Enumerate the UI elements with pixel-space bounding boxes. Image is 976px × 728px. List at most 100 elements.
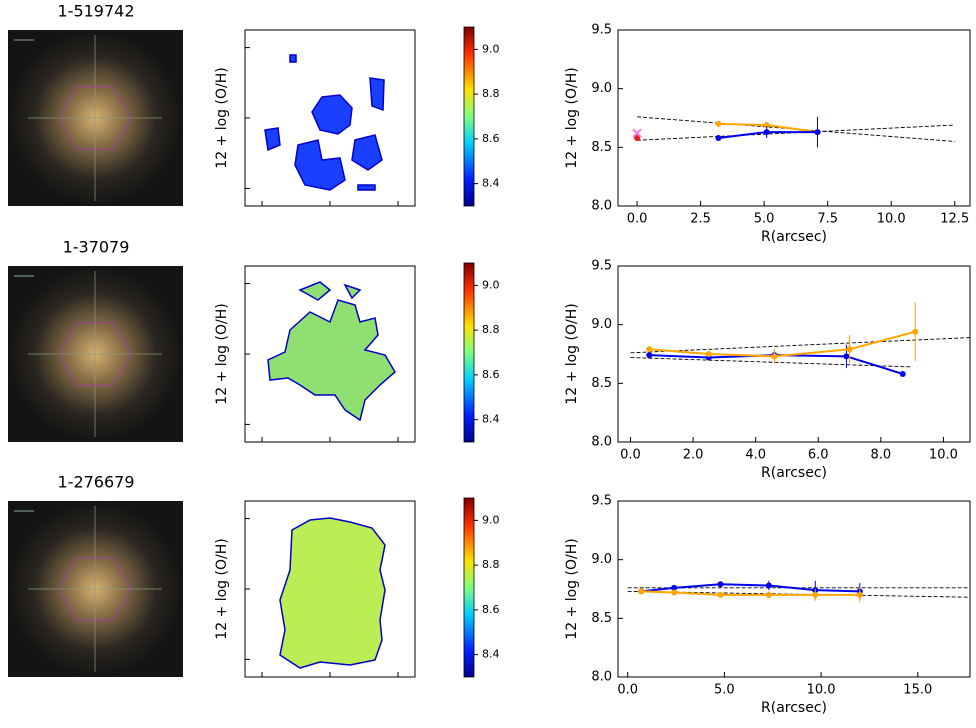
y-tick-label: 9.0 [591, 317, 612, 332]
colorbar-tick-label: 8.6 [482, 368, 500, 381]
colorbar-tick-label: 8.8 [482, 87, 500, 100]
ifu-hexagon [58, 86, 132, 150]
map-region [289, 54, 297, 63]
y-axis-label: 12 + log (O/H) [564, 538, 580, 639]
x-axis-label: R(arcsec) [761, 700, 827, 716]
x-tick-label: 0.0 [627, 212, 648, 227]
fit-line [630, 357, 913, 368]
y-tick-label: 8.0 [591, 670, 612, 685]
point-marker [814, 129, 821, 136]
y-tick-label: 8.0 [591, 199, 612, 214]
point-marker [717, 591, 724, 598]
point-marker [856, 591, 863, 598]
x-tick-label: 4.0 [745, 448, 766, 463]
point-marker [646, 346, 653, 353]
x-tick-label: 10.0 [877, 212, 906, 227]
x-tick-label: 0.0 [617, 683, 638, 698]
x-tick-label: 0.0 [620, 448, 641, 463]
map-region [351, 134, 383, 171]
point-marker [715, 120, 722, 127]
colorbar [463, 26, 475, 207]
point-marker [899, 370, 906, 377]
x-tick-label: 6.0 [808, 448, 829, 463]
point-marker [812, 591, 819, 598]
galaxy-id: 1-276679 [57, 473, 134, 492]
profile-line [641, 583, 860, 593]
colorbar-tick-label: 8.4 [482, 648, 500, 661]
map-region [279, 517, 386, 669]
ifu-hexagon [58, 557, 132, 621]
point-marker [763, 129, 770, 136]
plot-frame [617, 29, 971, 207]
map-region [298, 281, 332, 301]
x-axis-label: R(arcsec) [761, 229, 827, 245]
colorbar-tick-label: 8.8 [482, 323, 500, 336]
point-marker [638, 588, 645, 595]
map-ylabel: 12 + log (O/H) [214, 67, 230, 168]
x-tick-label: 8.0 [870, 448, 891, 463]
point-marker [765, 582, 772, 589]
colorbar-tick-label: 8.4 [482, 177, 500, 190]
y-tick-label: 9.5 [591, 259, 612, 274]
y-tick-label: 9.0 [591, 81, 612, 96]
point-marker [771, 353, 778, 360]
colorbar [463, 262, 475, 443]
point-marker [715, 134, 722, 141]
point-marker [912, 328, 919, 335]
y-axis-label: 12 + log (O/H) [564, 67, 580, 168]
map-region [357, 184, 376, 191]
y-tick-label: 9.5 [591, 23, 612, 38]
map-region [264, 127, 281, 152]
y-tick-label: 8.5 [591, 376, 612, 391]
x-tick-label: 7.5 [817, 212, 838, 227]
colorbar [463, 497, 475, 678]
point-marker [763, 122, 770, 129]
x-tick-label: 5.0 [714, 683, 735, 698]
profile-line [649, 330, 916, 358]
x-tick-label: 15.0 [903, 683, 932, 698]
colorbar-tick-label: 8.6 [482, 132, 500, 145]
y-tick-label: 8.5 [591, 611, 612, 626]
map-ylabel: 12 + log (O/H) [214, 303, 230, 404]
point-marker [671, 584, 678, 591]
map-region [369, 77, 385, 112]
map-region [294, 139, 346, 191]
map-ylabel: 12 + log (O/H) [214, 538, 230, 639]
point-marker [634, 134, 641, 141]
point-marker [646, 352, 653, 359]
map-region [343, 283, 362, 300]
colorbar-tick-label: 9.0 [482, 278, 500, 291]
y-tick-label: 8.5 [591, 140, 612, 155]
x-tick-label: 2.0 [683, 448, 704, 463]
x-axis-label: R(arcsec) [761, 465, 827, 481]
profile-line [641, 590, 860, 596]
y-axis-label: 12 + log (O/H) [564, 303, 580, 404]
map-region [311, 94, 353, 135]
point-marker [846, 346, 853, 353]
x-tick-label: 2.5 [690, 212, 711, 227]
colorbar-tick-label: 8.4 [482, 413, 500, 426]
colorbar-tick-label: 8.8 [482, 558, 500, 571]
x-tick-label: 12.5 [940, 212, 969, 227]
plot-frame [617, 265, 971, 443]
colorbar-tick-label: 9.0 [482, 513, 500, 526]
x-tick-label: 5.0 [754, 212, 775, 227]
colorbar-tick-label: 9.0 [482, 42, 500, 55]
galaxy-id: 1-519742 [57, 2, 134, 21]
colorbar-tick-label: 8.6 [482, 603, 500, 616]
point-marker [717, 581, 724, 588]
map-region [267, 299, 396, 422]
point-marker [843, 353, 850, 360]
x-tick-label: 10.0 [929, 448, 958, 463]
x-tick-label: 10.0 [807, 683, 836, 698]
point-marker [765, 591, 772, 598]
point-marker [632, 128, 642, 138]
y-tick-label: 8.0 [591, 435, 612, 450]
fit-line [630, 337, 971, 354]
plot-frame [617, 500, 971, 678]
ifu-hexagon [58, 322, 132, 386]
point-marker [671, 589, 678, 596]
point-marker [705, 351, 712, 357]
y-tick-label: 9.0 [591, 552, 612, 567]
